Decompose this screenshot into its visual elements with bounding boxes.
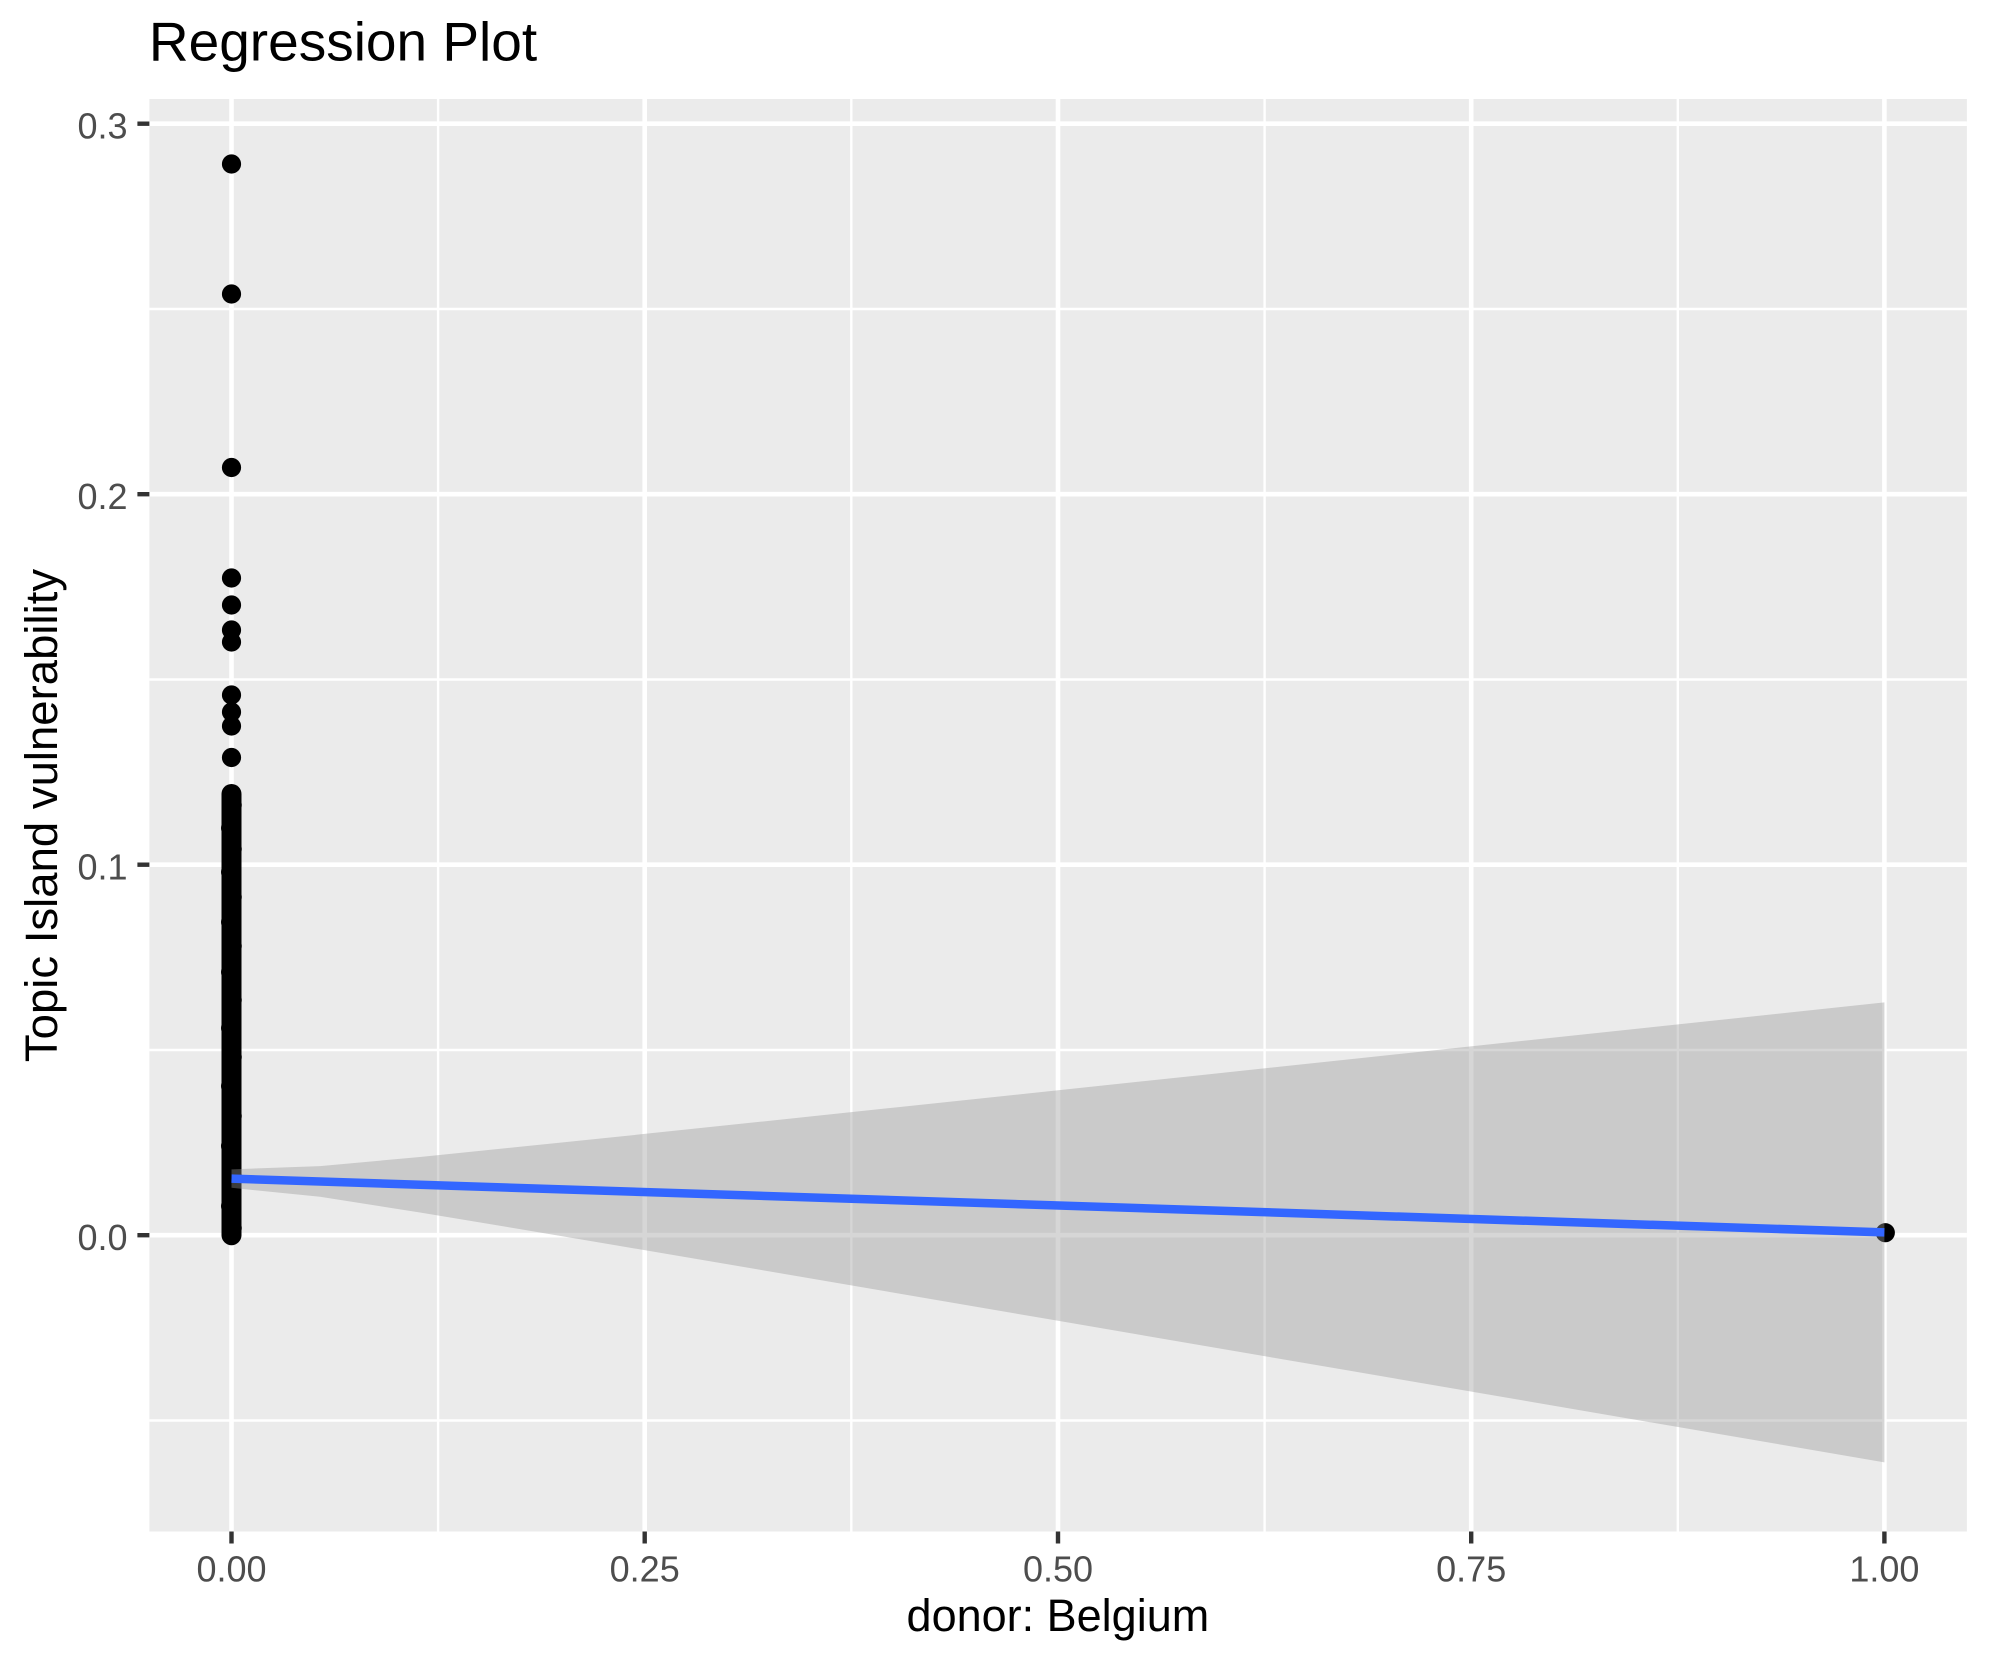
svg-text:0.0: 0.0 <box>77 1217 127 1258</box>
svg-text:0.50: 0.50 <box>1023 1549 1093 1590</box>
svg-text:Topic Island vulnerability: Topic Island vulnerability <box>16 569 67 1062</box>
svg-text:1.00: 1.00 <box>1849 1549 1919 1590</box>
svg-text:0.25: 0.25 <box>610 1549 680 1590</box>
svg-text:0.2: 0.2 <box>77 476 127 517</box>
svg-text:0.00: 0.00 <box>196 1549 266 1590</box>
svg-text:0.1: 0.1 <box>77 847 127 888</box>
svg-text:0.3: 0.3 <box>77 106 127 147</box>
svg-text:donor: Belgium: donor: Belgium <box>907 1590 1210 1641</box>
svg-text:0.75: 0.75 <box>1436 1549 1506 1590</box>
svg-text:Regression Plot: Regression Plot <box>149 11 537 73</box>
